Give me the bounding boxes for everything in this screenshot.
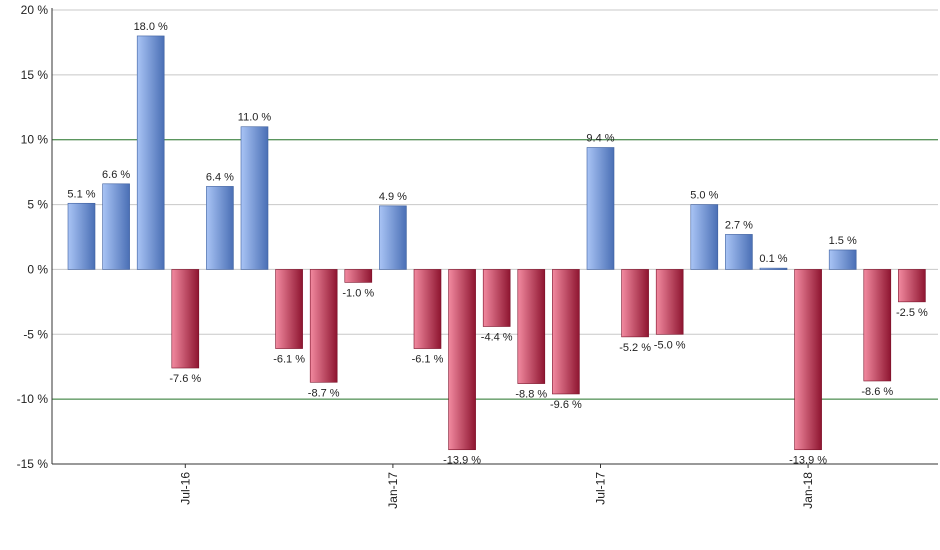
y-tick-label: 0 % bbox=[27, 262, 48, 276]
y-tick-label: -15 % bbox=[17, 457, 49, 471]
bar bbox=[413, 269, 442, 349]
bar bbox=[379, 205, 407, 270]
data-label: -6.1 % bbox=[273, 354, 305, 366]
data-label: -1.0 % bbox=[342, 287, 374, 299]
data-label: -4.4 % bbox=[481, 332, 513, 344]
bar bbox=[482, 269, 511, 327]
bar bbox=[309, 269, 338, 383]
bar bbox=[67, 202, 96, 270]
y-tick-label: 20 % bbox=[21, 3, 49, 17]
data-label: 1.5 % bbox=[829, 235, 857, 247]
bar bbox=[275, 269, 303, 349]
x-tick-label: Jan-17 bbox=[386, 472, 400, 509]
bar bbox=[863, 269, 892, 382]
x-tick-labels: Jul-16 Jan-17 Jul-17 Jan-18 bbox=[178, 472, 815, 509]
data-label: 5.1 % bbox=[67, 188, 95, 200]
bar bbox=[206, 186, 234, 270]
x-tick-label: Jul-17 bbox=[594, 472, 608, 505]
bar bbox=[759, 267, 788, 270]
x-tick-label: Jan-18 bbox=[801, 472, 815, 509]
data-label: -9.6 % bbox=[550, 399, 582, 411]
data-label: -8.8 % bbox=[515, 389, 547, 401]
bar bbox=[655, 269, 684, 335]
data-labels: 5.1 % 6.6 % 18.0 % -7.6 % 6.4 % 11.0 % -6.1 % -… bbox=[67, 21, 928, 467]
bars bbox=[67, 35, 926, 451]
axes bbox=[51, 8, 938, 468]
bar bbox=[794, 269, 822, 451]
data-label: 11.0 % bbox=[238, 112, 272, 124]
bar bbox=[828, 249, 857, 270]
data-label: -6.1 % bbox=[412, 354, 444, 366]
bar bbox=[690, 204, 719, 270]
data-label: -7.6 % bbox=[169, 373, 201, 385]
bar bbox=[102, 183, 130, 270]
y-tick-label: 10 % bbox=[21, 133, 49, 147]
bar bbox=[725, 234, 753, 270]
bar bbox=[586, 147, 615, 270]
data-label: 6.6 % bbox=[102, 169, 130, 181]
bar bbox=[171, 269, 200, 369]
data-label: 6.4 % bbox=[206, 171, 234, 183]
data-label: -5.0 % bbox=[654, 339, 686, 351]
y-tick-label: 15 % bbox=[21, 68, 49, 82]
data-label: -13.9 % bbox=[789, 455, 827, 467]
data-label: 2.7 % bbox=[725, 219, 753, 231]
y-tick-label: 5 % bbox=[27, 198, 48, 212]
data-label: 5.0 % bbox=[690, 190, 718, 202]
bar bbox=[517, 269, 546, 384]
data-label: 0.1 % bbox=[759, 253, 787, 265]
bar bbox=[552, 269, 580, 395]
data-label: 18.0 % bbox=[134, 21, 168, 33]
bar bbox=[136, 35, 165, 270]
x-tick-label: Jul-16 bbox=[178, 472, 192, 505]
y-tick-label: -10 % bbox=[17, 392, 49, 406]
data-label: 9.4 % bbox=[586, 132, 614, 144]
bar bbox=[344, 269, 373, 283]
data-label: -5.2 % bbox=[619, 342, 651, 354]
bar bbox=[621, 269, 649, 338]
reference-lines bbox=[52, 139, 938, 400]
bar bbox=[898, 269, 926, 303]
data-label: -8.7 % bbox=[308, 387, 340, 399]
bar bbox=[448, 269, 476, 451]
data-label: -13.9 % bbox=[443, 455, 481, 467]
y-tick-labels: 20 % 15 % 10 % 5 % 0 % -5 % -10 % -15 % bbox=[17, 3, 49, 471]
y-tick-label: -5 % bbox=[23, 327, 48, 341]
data-label: -8.6 % bbox=[861, 386, 893, 398]
data-label: 4.9 % bbox=[379, 191, 407, 203]
data-label: -2.5 % bbox=[896, 307, 928, 319]
bar bbox=[240, 126, 269, 270]
